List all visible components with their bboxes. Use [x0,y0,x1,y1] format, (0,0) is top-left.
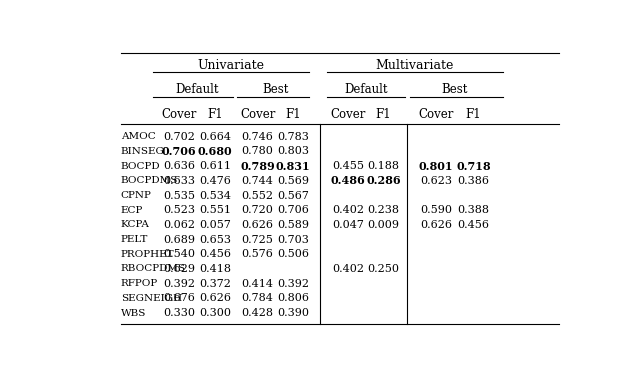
Text: 0.330: 0.330 [163,308,195,318]
Text: Cover: Cover [161,108,197,121]
Text: 0.392: 0.392 [277,279,309,289]
Text: 0.803: 0.803 [277,146,309,156]
Text: 0.744: 0.744 [242,176,273,186]
Text: F1: F1 [285,108,301,121]
Text: 0.626: 0.626 [199,293,231,304]
Text: ECP: ECP [121,206,143,215]
Text: F1: F1 [465,108,481,121]
Text: BOCPDMS: BOCPDMS [121,176,178,185]
Text: 0.623: 0.623 [420,176,452,186]
Text: 0.057: 0.057 [199,220,231,230]
Text: 0.636: 0.636 [163,161,195,171]
Text: 0.746: 0.746 [242,132,273,142]
Text: 0.414: 0.414 [241,279,273,289]
Text: 0.629: 0.629 [163,264,195,274]
Text: 0.831: 0.831 [276,161,310,172]
Text: BOCPD: BOCPD [121,161,160,171]
Text: 0.784: 0.784 [242,293,273,304]
Text: 0.720: 0.720 [242,205,273,215]
Text: Best: Best [442,83,468,96]
Text: 0.664: 0.664 [199,132,231,142]
Text: 0.486: 0.486 [330,175,365,186]
Text: 0.626: 0.626 [241,220,273,230]
Text: 0.552: 0.552 [241,190,273,200]
Text: 0.789: 0.789 [240,161,275,172]
Text: 0.047: 0.047 [332,220,364,230]
Text: 0.523: 0.523 [163,205,195,215]
Text: 0.680: 0.680 [198,146,232,157]
Text: Cover: Cover [419,108,454,121]
Text: 0.402: 0.402 [332,264,364,274]
Text: 0.626: 0.626 [420,220,452,230]
Text: 0.428: 0.428 [241,308,273,318]
Text: 0.476: 0.476 [199,176,231,186]
Text: 0.589: 0.589 [277,220,309,230]
Text: 0.300: 0.300 [199,308,231,318]
Text: 0.633: 0.633 [163,176,195,186]
Text: Univariate: Univariate [198,59,265,72]
Text: BINSEG: BINSEG [121,147,164,156]
Text: 0.780: 0.780 [242,146,273,156]
Text: PROPHET: PROPHET [121,250,174,259]
Text: 0.455: 0.455 [332,161,364,171]
Text: 0.718: 0.718 [456,161,491,172]
Text: 0.456: 0.456 [199,249,231,259]
Text: 0.286: 0.286 [366,175,401,186]
Text: 0.567: 0.567 [277,190,309,200]
Text: 0.702: 0.702 [163,132,195,142]
Text: PELT: PELT [121,235,148,244]
Text: 0.386: 0.386 [458,176,490,186]
Text: RBOCPDMS: RBOCPDMS [121,265,186,273]
Text: 0.390: 0.390 [277,308,309,318]
Text: 0.551: 0.551 [199,205,231,215]
Text: Default: Default [175,83,219,96]
Text: 0.783: 0.783 [277,132,309,142]
Text: F1: F1 [376,108,392,121]
Text: 0.392: 0.392 [163,279,195,289]
Text: 0.576: 0.576 [242,249,273,259]
Text: 0.806: 0.806 [277,293,309,304]
Text: 0.250: 0.250 [367,264,399,274]
Text: F1: F1 [207,108,223,121]
Text: 0.372: 0.372 [199,279,231,289]
Text: 0.689: 0.689 [163,235,195,244]
Text: 0.188: 0.188 [367,161,399,171]
Text: 0.540: 0.540 [163,249,195,259]
Text: Default: Default [344,83,387,96]
Text: 0.534: 0.534 [199,190,231,200]
Text: SEGNEIGH: SEGNEIGH [121,294,182,303]
Text: 0.009: 0.009 [367,220,399,230]
Text: 0.703: 0.703 [277,235,309,244]
Text: CPNP: CPNP [121,191,152,200]
Text: 0.676: 0.676 [163,293,195,304]
Text: 0.388: 0.388 [458,205,490,215]
Text: 0.611: 0.611 [199,161,231,171]
Text: RFPOP: RFPOP [121,279,158,288]
Text: 0.653: 0.653 [199,235,231,244]
Text: Best: Best [262,83,289,96]
Text: 0.706: 0.706 [162,146,196,157]
Text: Cover: Cover [330,108,365,121]
Text: 0.569: 0.569 [277,176,309,186]
Text: 0.590: 0.590 [420,205,452,215]
Text: AMOC: AMOC [121,132,156,141]
Text: Multivariate: Multivariate [376,59,454,72]
Text: 0.535: 0.535 [163,190,195,200]
Text: 0.238: 0.238 [367,205,399,215]
Text: WBS: WBS [121,309,146,317]
Text: 0.706: 0.706 [277,205,309,215]
Text: 0.062: 0.062 [163,220,195,230]
Text: Cover: Cover [240,108,275,121]
Text: KCPA: KCPA [121,221,150,229]
Text: 0.506: 0.506 [277,249,309,259]
Text: 0.725: 0.725 [242,235,273,244]
Text: 0.418: 0.418 [199,264,231,274]
Text: 0.456: 0.456 [458,220,490,230]
Text: 0.801: 0.801 [419,161,453,172]
Text: 0.402: 0.402 [332,205,364,215]
